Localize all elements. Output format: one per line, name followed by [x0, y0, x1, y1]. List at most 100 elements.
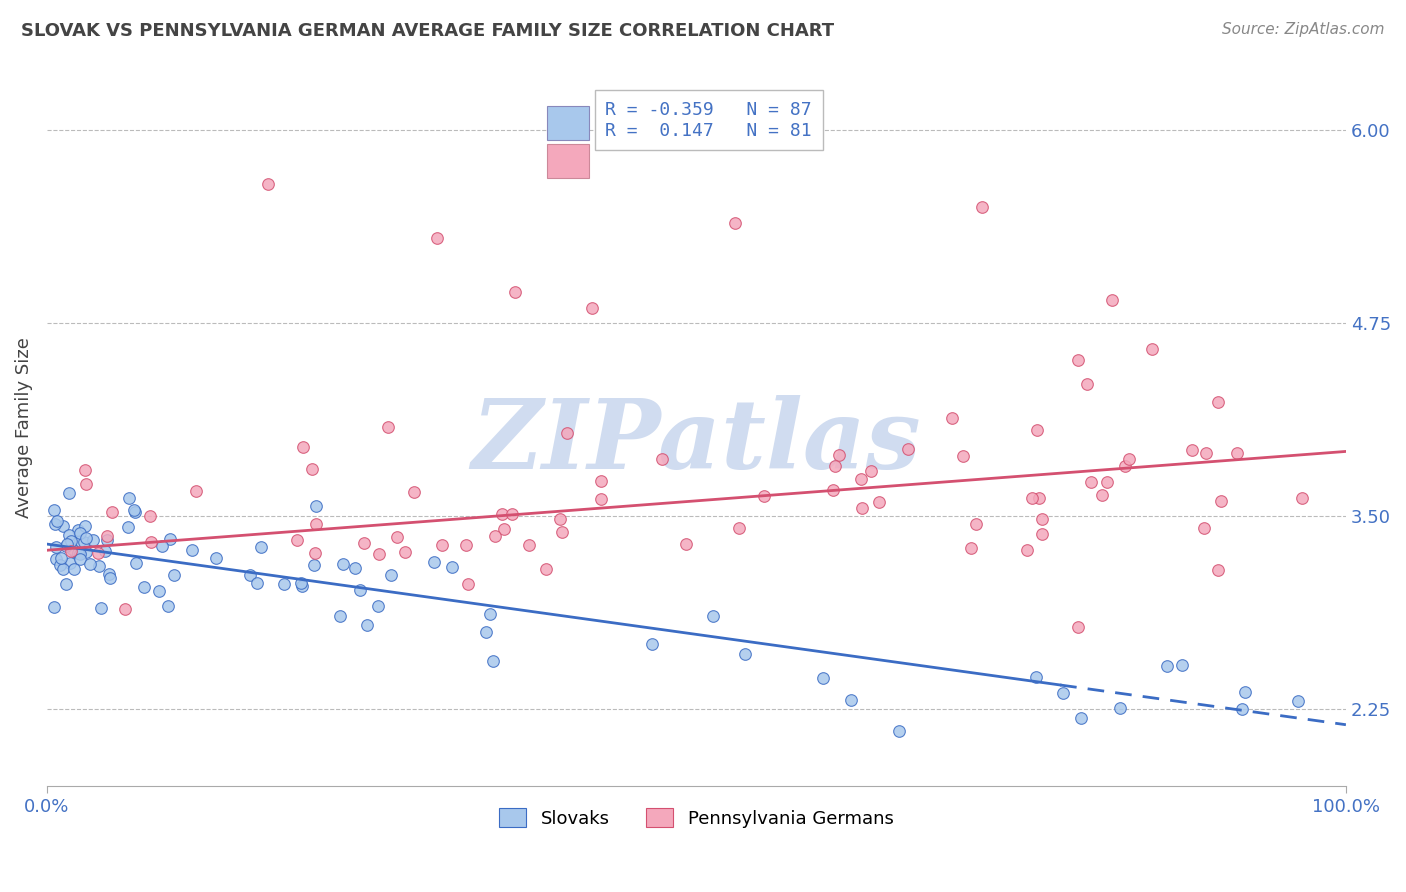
- Point: [67, 546, 90, 560]
- Point: [79, 557, 101, 571]
- Point: [139, 535, 162, 549]
- Point: [868, 495, 890, 509]
- Point: [100, 505, 122, 519]
- Point: [503, 285, 526, 300]
- Point: [273, 577, 295, 591]
- Point: [548, 512, 571, 526]
- Point: [728, 521, 751, 535]
- Point: [75, 531, 97, 545]
- Point: [952, 449, 974, 463]
- Point: [965, 516, 987, 531]
- Point: [125, 556, 148, 570]
- Point: [491, 507, 513, 521]
- Point: [1142, 342, 1164, 356]
- Point: [752, 489, 775, 503]
- Point: [356, 618, 378, 632]
- Point: [44, 503, 66, 517]
- Point: [1114, 459, 1136, 474]
- Point: [292, 440, 315, 454]
- Point: [59, 556, 82, 570]
- Point: [849, 472, 872, 486]
- Point: [186, 483, 208, 498]
- Point: [501, 508, 523, 522]
- Point: [828, 448, 851, 462]
- Point: [52, 519, 75, 533]
- Point: [72, 535, 94, 549]
- Point: [98, 571, 121, 585]
- Point: [139, 509, 162, 524]
- Point: [1206, 395, 1229, 409]
- Point: [368, 547, 391, 561]
- Point: [353, 535, 375, 549]
- Point: [181, 542, 204, 557]
- Point: [246, 576, 269, 591]
- Point: [301, 462, 323, 476]
- Point: [49, 551, 72, 566]
- Point: [148, 583, 170, 598]
- Point: [824, 459, 846, 474]
- Point: [394, 545, 416, 559]
- Point: [550, 524, 572, 539]
- Point: [1095, 475, 1118, 489]
- Point: [285, 533, 308, 548]
- Point: [1171, 658, 1194, 673]
- Point: [291, 579, 314, 593]
- Point: [305, 516, 328, 531]
- Point: [534, 562, 557, 576]
- Point: [426, 231, 449, 245]
- Point: [1195, 446, 1218, 460]
- Point: [96, 533, 118, 547]
- Point: [87, 546, 110, 560]
- Point: [1090, 488, 1112, 502]
- Point: [702, 609, 724, 624]
- Point: [1080, 475, 1102, 490]
- Point: [250, 541, 273, 555]
- Point: [479, 607, 502, 621]
- Point: [1070, 710, 1092, 724]
- Point: [1226, 445, 1249, 459]
- Point: [349, 583, 371, 598]
- Point: [69, 551, 91, 566]
- Point: [118, 491, 141, 505]
- Point: [304, 546, 326, 560]
- Point: [150, 539, 173, 553]
- Point: [55, 536, 77, 550]
- Point: [1052, 686, 1074, 700]
- Point: [73, 519, 96, 533]
- Point: [1026, 423, 1049, 437]
- Point: [960, 541, 983, 555]
- Point: [651, 452, 673, 467]
- Point: [66, 524, 89, 538]
- Point: [1118, 451, 1140, 466]
- Text: SLOVAK VS PENNSYLVANIA GERMAN AVERAGE FAMILY SIZE CORRELATION CHART: SLOVAK VS PENNSYLVANIA GERMAN AVERAGE FA…: [21, 22, 834, 40]
- Text: Source: ZipAtlas.com: Source: ZipAtlas.com: [1222, 22, 1385, 37]
- Point: [1206, 563, 1229, 577]
- Point: [380, 568, 402, 582]
- Point: [724, 216, 747, 230]
- Point: [69, 547, 91, 561]
- Point: [114, 601, 136, 615]
- Point: [1192, 521, 1215, 535]
- Point: [402, 484, 425, 499]
- Point: [75, 477, 97, 491]
- Point: [63, 545, 86, 559]
- Point: [63, 562, 86, 576]
- Point: [1181, 443, 1204, 458]
- Point: [58, 528, 80, 542]
- Point: [821, 483, 844, 497]
- Point: [55, 539, 77, 553]
- Point: [1031, 527, 1053, 541]
- Point: [1286, 694, 1309, 708]
- Point: [156, 599, 179, 613]
- Point: [811, 671, 834, 685]
- Point: [60, 542, 83, 557]
- Point: [1076, 377, 1098, 392]
- Point: [1021, 491, 1043, 506]
- Point: [42, 600, 65, 615]
- Point: [69, 546, 91, 560]
- Point: [734, 647, 756, 661]
- Point: [1211, 494, 1233, 508]
- Point: [1015, 543, 1038, 558]
- Point: [305, 499, 328, 513]
- Point: [122, 503, 145, 517]
